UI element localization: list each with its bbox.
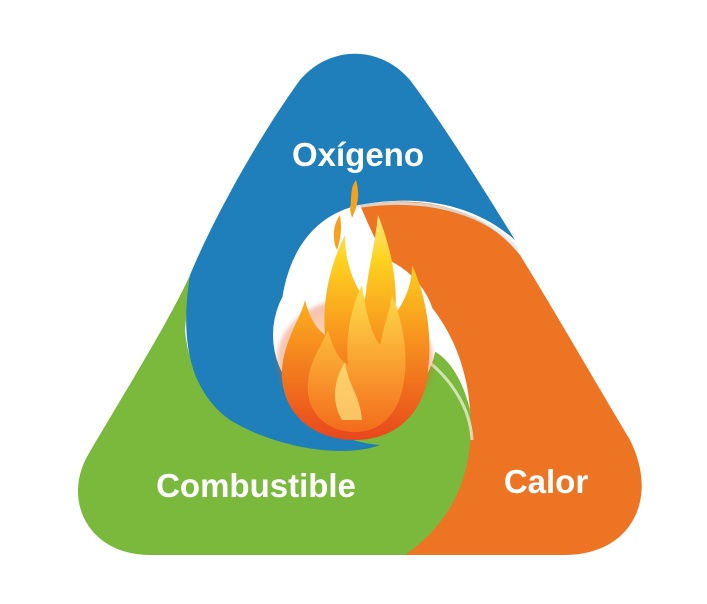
segment-divider: [349, 201, 520, 251]
fuel-segment: [77, 275, 474, 555]
flame-icon: [277, 180, 433, 440]
oxygen-label: Oxígeno: [292, 136, 424, 173]
heat-segment: [360, 201, 642, 555]
oxygen-segment: [186, 53, 515, 451]
heat-label: Calor: [504, 463, 589, 500]
fuel-label: Combustible: [156, 467, 356, 504]
